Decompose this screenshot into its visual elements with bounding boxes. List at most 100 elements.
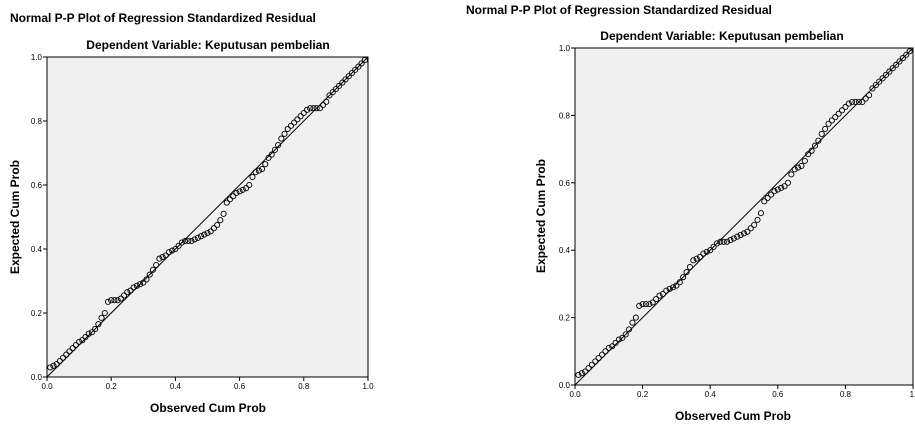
data-point xyxy=(220,210,227,217)
data-point xyxy=(639,301,646,308)
x-tick-label: 0.8 xyxy=(298,382,310,391)
data-point xyxy=(230,193,237,200)
data-point xyxy=(188,237,195,245)
data-point xyxy=(693,255,700,262)
data-point xyxy=(92,325,99,333)
data-point xyxy=(239,186,246,193)
data-point xyxy=(673,282,680,289)
data-point xyxy=(236,188,243,195)
data-point xyxy=(842,103,849,111)
data-point xyxy=(95,321,102,328)
pp-plot-right-svg: Normal P-P Plot of Regression Standardiz… xyxy=(466,3,915,423)
data-point xyxy=(66,348,73,355)
data-point xyxy=(82,333,89,341)
data-point xyxy=(320,101,327,109)
data-point xyxy=(149,266,156,273)
data-point xyxy=(720,238,727,245)
data-point xyxy=(872,82,879,89)
data-point xyxy=(140,279,147,286)
data-point xyxy=(642,301,650,308)
y-tick-label: 0.6 xyxy=(31,181,43,190)
data-point xyxy=(72,341,79,349)
data-point xyxy=(313,105,320,112)
data-point xyxy=(866,92,873,99)
data-point xyxy=(278,135,285,142)
data-point xyxy=(845,100,852,107)
data-point xyxy=(598,351,606,358)
data-point xyxy=(76,338,83,345)
pp-plot-right: Normal P-P Plot of Regression Standardiz… xyxy=(458,0,915,427)
data-point xyxy=(818,130,825,137)
data-point xyxy=(294,116,301,123)
chart-subtitle: Dependent Variable: Keputusan pembelian xyxy=(86,38,329,52)
data-point xyxy=(703,248,710,255)
x-tick-label: 0.0 xyxy=(569,390,581,399)
data-point xyxy=(130,284,137,291)
data-point xyxy=(889,65,896,72)
data-point xyxy=(287,122,295,129)
data-point xyxy=(825,120,832,127)
data-point xyxy=(194,234,201,241)
data-point xyxy=(828,117,835,124)
data-point xyxy=(146,271,153,278)
data-point xyxy=(117,295,124,302)
data-point xyxy=(761,198,768,205)
data-point xyxy=(60,354,67,361)
data-point xyxy=(165,249,173,256)
data-point xyxy=(336,82,343,89)
y-tick-label: 1.0 xyxy=(559,44,571,53)
x-tick-label: 0.4 xyxy=(170,382,182,391)
data-point xyxy=(659,290,666,298)
data-point xyxy=(876,78,883,85)
data-point xyxy=(849,98,856,105)
chart-title: Normal P-P Plot of Regression Standardiz… xyxy=(10,11,316,25)
data-point xyxy=(585,365,592,372)
data-point xyxy=(326,92,333,99)
data-point xyxy=(252,169,259,176)
data-point xyxy=(602,348,609,355)
y-tick-label: 0.0 xyxy=(559,381,571,390)
data-point xyxy=(582,368,589,375)
data-point xyxy=(355,63,362,70)
data-point xyxy=(686,263,693,271)
y-tick-label: 1.0 xyxy=(31,53,43,62)
data-point xyxy=(114,297,121,304)
data-point xyxy=(300,109,307,117)
data-point xyxy=(646,301,653,308)
data-point xyxy=(822,125,829,132)
data-point xyxy=(101,309,108,317)
chart-title: Normal P-P Plot of Regression Standardiz… xyxy=(466,3,772,17)
data-point xyxy=(284,125,291,133)
data-point xyxy=(886,68,893,75)
data-point xyxy=(204,229,211,237)
data-point xyxy=(893,61,900,68)
data-point xyxy=(754,216,761,223)
data-point xyxy=(50,362,57,369)
pp-plot-left-svg: Normal P-P Plot of Regression Standardiz… xyxy=(8,11,374,415)
data-point xyxy=(178,239,185,246)
data-point xyxy=(303,106,311,113)
data-point xyxy=(774,186,781,193)
data-point xyxy=(588,361,595,368)
data-point xyxy=(710,243,717,250)
data-point xyxy=(259,165,266,173)
data-point xyxy=(730,235,737,242)
data-point xyxy=(653,296,660,303)
data-point xyxy=(903,51,910,58)
data-point xyxy=(811,142,819,149)
data-point xyxy=(690,257,697,264)
x-tick-label: 0.6 xyxy=(772,390,784,399)
data-point xyxy=(172,245,179,253)
data-point xyxy=(137,281,144,288)
data-point xyxy=(798,162,805,169)
data-point xyxy=(358,60,365,67)
y-axis-label: Expected Cum Prob xyxy=(8,160,22,274)
x-tick-label: 0.4 xyxy=(705,390,717,399)
data-point xyxy=(666,285,673,293)
data-point xyxy=(626,326,633,333)
data-point xyxy=(47,364,54,371)
data-point xyxy=(63,351,70,358)
data-point xyxy=(198,233,205,240)
data-point xyxy=(663,287,670,294)
data-point xyxy=(169,247,176,254)
